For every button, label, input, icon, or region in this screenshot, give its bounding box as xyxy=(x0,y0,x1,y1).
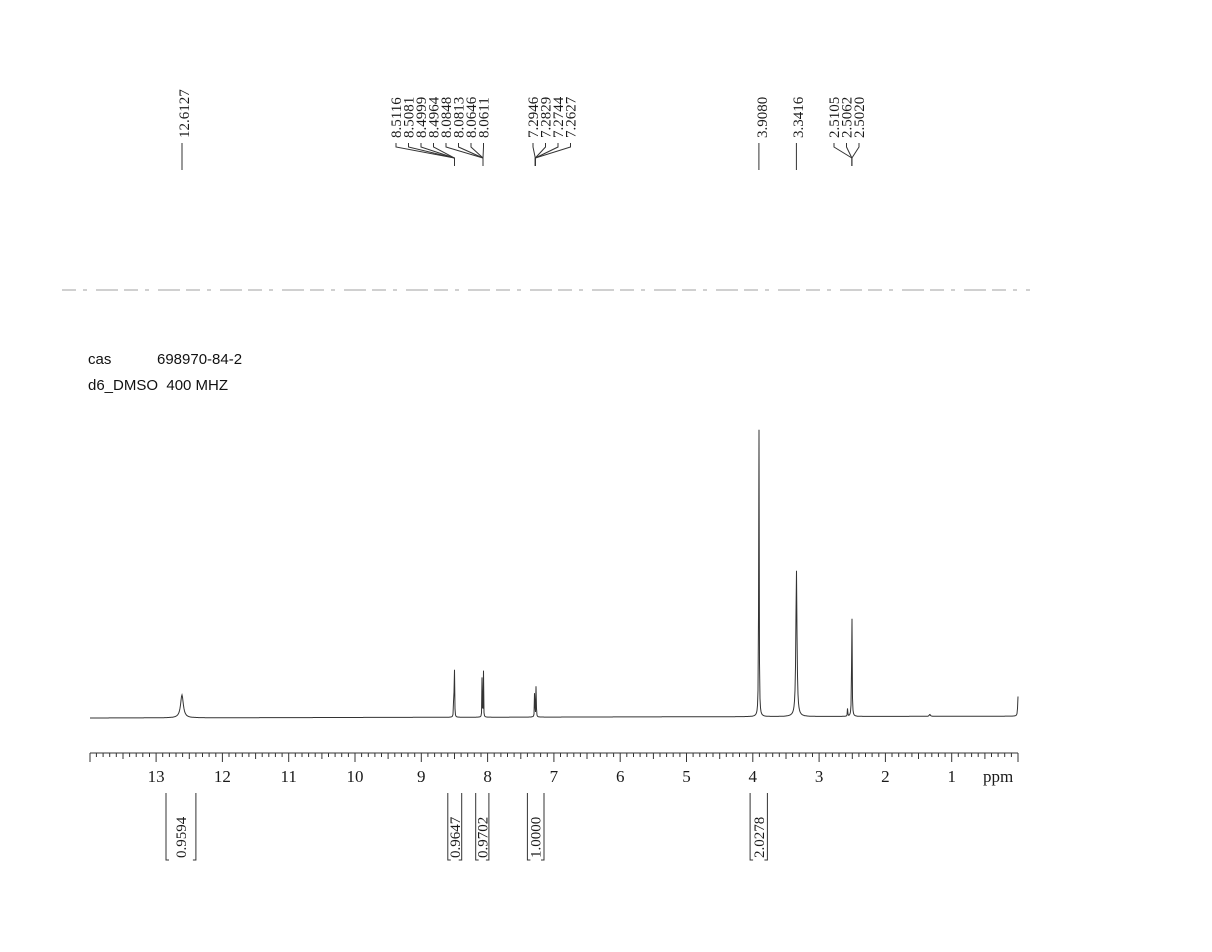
axis-tick-label: 5 xyxy=(682,767,691,786)
cas-number: 698970-84-2 xyxy=(157,351,242,368)
peak-label: 8.4964 xyxy=(427,96,443,138)
integral-bracket xyxy=(475,793,479,861)
integral-bracket xyxy=(192,793,197,861)
peak-label: 8.5116 xyxy=(389,97,405,138)
peak-leader-line xyxy=(433,143,455,166)
peak-leader-line xyxy=(534,143,571,166)
integral-bracket xyxy=(526,793,531,861)
axis-tick-label: 9 xyxy=(417,767,426,786)
integral-group: 0.9594 0.9647 0.9702 1.0000 2.0278 xyxy=(165,793,768,861)
peak-leader-line xyxy=(534,143,546,166)
axis-tick-label: 12 xyxy=(214,767,231,786)
integral-bracket xyxy=(485,793,490,861)
peak-label: 12.6127 xyxy=(177,89,193,138)
integral-value-label: 0.9647 xyxy=(448,816,464,858)
ppm-axis: 13 12 11 10 9 8 7 6 5 4 3 2 1 ppm xyxy=(89,752,1019,786)
axis-tick-label: 10 xyxy=(347,767,364,786)
axis-tick-label: 8 xyxy=(483,767,492,786)
integral-value-label: 2.0278 xyxy=(752,817,768,858)
peak-label: 8.4999 xyxy=(414,97,430,138)
axis-tick-label: 6 xyxy=(616,767,625,786)
peak-label: 7.2744 xyxy=(551,96,567,138)
integral-bracket xyxy=(541,793,545,861)
peak-label: 8.0813 xyxy=(452,97,468,138)
peak-label: 3.9080 xyxy=(755,97,771,138)
peak-label: 7.2627 xyxy=(564,96,580,138)
axis-tick-label: 1 xyxy=(947,767,956,786)
peak-label: 8.0848 xyxy=(439,97,455,138)
axis-tick-label: 4 xyxy=(749,767,758,786)
axis-tick-label: 11 xyxy=(281,767,297,786)
solvent-frequency-label: d6_DMSO 400 MHZ xyxy=(88,377,228,394)
peak-label: 2.5020 xyxy=(852,97,868,138)
axis-tick-label: 3 xyxy=(815,767,824,786)
axis-tick-label: 2 xyxy=(881,767,890,786)
integral-bracket xyxy=(458,793,463,861)
integral-value-label: 0.9594 xyxy=(174,816,190,858)
peak-leader-line xyxy=(846,143,853,166)
peak-label: 7.2946 xyxy=(526,96,542,138)
peak-label: 7.2829 xyxy=(539,97,555,138)
integral-value-label: 0.9702 xyxy=(475,817,491,858)
integral-bracket xyxy=(447,793,451,861)
peak-leader-line xyxy=(482,143,484,166)
integral-bracket xyxy=(165,793,169,861)
peak-label: 8.0611 xyxy=(477,97,493,138)
integral-value-label: 1.0000 xyxy=(529,817,545,858)
peak-leader-line xyxy=(445,143,484,166)
spectrum-trace-group xyxy=(90,429,1019,719)
axis-unit-label: ppm xyxy=(983,767,1013,786)
cas-label: cas xyxy=(88,351,111,368)
peak-label: 2.5062 xyxy=(840,97,856,138)
peak-label: 8.0646 xyxy=(464,96,480,138)
peak-label-group: 12.6127 8.51168.50818.49998.49648.08488.0… xyxy=(177,89,868,170)
peak-label: 8.5081 xyxy=(402,97,418,138)
integral-bracket xyxy=(749,793,754,861)
axis-tick-label: 7 xyxy=(550,767,559,786)
axis-tick-label: 13 xyxy=(148,767,165,786)
peak-label: 2.5105 xyxy=(827,97,843,138)
spectrum-trace xyxy=(90,429,1019,719)
peak-leader-line xyxy=(851,143,860,166)
integral-bracket xyxy=(764,793,768,861)
peak-label: 3.3416 xyxy=(791,96,807,138)
peak-leader-line xyxy=(833,143,853,166)
